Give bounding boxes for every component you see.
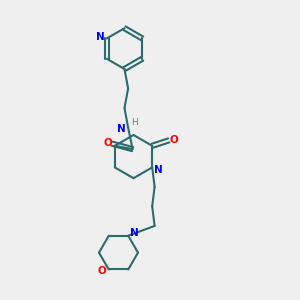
Text: N: N bbox=[130, 228, 139, 238]
Text: O: O bbox=[103, 138, 112, 148]
Text: H: H bbox=[131, 118, 137, 127]
Text: N: N bbox=[117, 124, 126, 134]
Text: O: O bbox=[170, 135, 178, 145]
Text: O: O bbox=[98, 266, 106, 276]
Text: N: N bbox=[97, 32, 105, 42]
Text: N: N bbox=[154, 165, 163, 175]
